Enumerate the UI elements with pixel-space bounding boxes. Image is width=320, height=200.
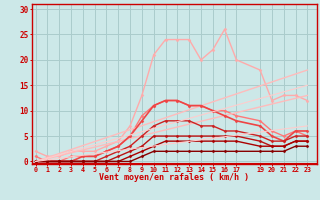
X-axis label: Vent moyen/en rafales ( km/h ): Vent moyen/en rafales ( km/h ) [100, 173, 249, 182]
